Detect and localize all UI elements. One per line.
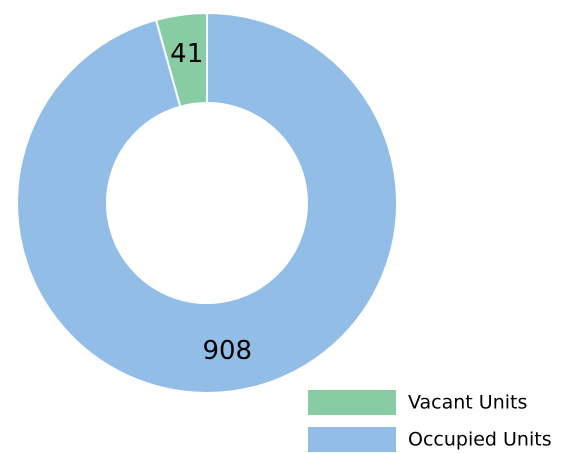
legend-label: Vacant Units [408, 392, 527, 414]
legend-label: Occupied Units [408, 429, 552, 451]
value-label: 41 [170, 39, 203, 69]
legend-swatch [308, 390, 396, 415]
value-label: 908 [202, 336, 252, 366]
donut-slice [16, 11, 398, 394]
legend-swatch [308, 427, 396, 452]
